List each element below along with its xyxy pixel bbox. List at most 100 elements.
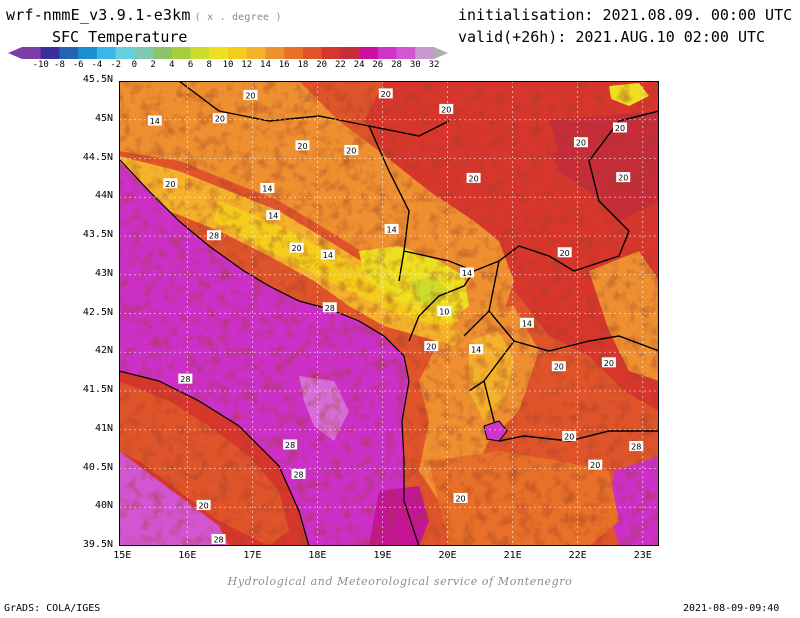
contour-label: 20 bbox=[196, 499, 211, 510]
colorbar-segment bbox=[153, 47, 173, 59]
colorbar-segment bbox=[115, 47, 135, 59]
contour-label: 20 bbox=[163, 178, 178, 189]
contour-label: 14 bbox=[519, 317, 534, 328]
svg-text:10: 10 bbox=[439, 308, 449, 317]
latitude-label: 42N bbox=[94, 345, 113, 357]
contour-label: 14 bbox=[460, 267, 475, 278]
svg-text:20: 20 bbox=[165, 180, 175, 189]
latitude-label: 40.5N bbox=[82, 461, 113, 473]
longitude-label: 22E bbox=[568, 550, 587, 561]
lake bbox=[483, 420, 508, 442]
contour-label: 20 bbox=[344, 144, 359, 155]
contour-label: 20 bbox=[573, 137, 588, 148]
colorbar-segment bbox=[59, 47, 79, 59]
model-name: wrf-nmmE_v3.9.1-e3km bbox=[6, 6, 191, 24]
credit-text: Hydrological and Meteorological service … bbox=[227, 575, 573, 588]
color-scale-bar bbox=[8, 47, 448, 59]
colorbar-tick-label: 16 bbox=[278, 60, 290, 70]
colorbar-segment bbox=[359, 47, 379, 59]
colorbar-tick-label: 24 bbox=[353, 60, 365, 70]
svg-text:28: 28 bbox=[631, 443, 641, 452]
contour-label: 20 bbox=[453, 492, 468, 503]
contour-label: 20 bbox=[557, 247, 572, 258]
latitude-label: 43.5N bbox=[82, 229, 113, 240]
svg-text:20: 20 bbox=[381, 90, 391, 99]
latitude-label: 43N bbox=[94, 267, 113, 279]
longitude-label: 19E bbox=[373, 550, 392, 561]
contour-label: 20 bbox=[295, 140, 310, 151]
latitude-label: 41.5N bbox=[82, 384, 113, 395]
colorbar-segment bbox=[302, 47, 323, 59]
contour-label: 10 bbox=[437, 306, 452, 317]
latitude-label: 44N bbox=[94, 190, 113, 202]
contour-label: 14 bbox=[266, 210, 281, 221]
svg-text:14: 14 bbox=[262, 184, 272, 193]
colorbar-segment bbox=[246, 47, 266, 59]
colorbar-segment bbox=[284, 47, 304, 59]
colorbar-tick-label: -8 bbox=[54, 60, 65, 70]
contour-label: 20 bbox=[439, 103, 454, 114]
contour-label: 20 bbox=[466, 172, 481, 183]
colorbar-tick-label: 28 bbox=[391, 60, 402, 70]
country-borders bbox=[178, 81, 659, 442]
latitude-label: 45N bbox=[94, 112, 113, 124]
colorbar-tick-label: 20 bbox=[316, 60, 328, 70]
contour-label: 14 bbox=[469, 344, 484, 355]
svg-text:20: 20 bbox=[346, 146, 356, 155]
colorbar-segment bbox=[171, 47, 192, 59]
longitude-label: 17E bbox=[243, 550, 262, 561]
svg-text:20: 20 bbox=[560, 249, 570, 258]
contour-label: 14 bbox=[147, 115, 162, 126]
svg-text:20: 20 bbox=[297, 142, 307, 151]
colorbar-segment bbox=[228, 47, 248, 59]
contour-label: 28 bbox=[322, 302, 337, 313]
colorbar-tick-label: -6 bbox=[72, 60, 84, 70]
colorbar-tick-label: 22 bbox=[334, 60, 346, 70]
contour-label: 28 bbox=[291, 468, 306, 479]
colorbar-segment bbox=[40, 47, 60, 59]
colorbar-segment bbox=[265, 47, 285, 59]
svg-text:28: 28 bbox=[213, 536, 223, 545]
colorbar-segment bbox=[209, 47, 229, 59]
svg-text:14: 14 bbox=[462, 269, 472, 278]
contour-label: 20 bbox=[424, 341, 439, 352]
contour-label: 28 bbox=[206, 230, 221, 241]
svg-text:14: 14 bbox=[471, 346, 481, 355]
svg-text:20: 20 bbox=[426, 343, 436, 352]
longitude-label: 18E bbox=[308, 550, 327, 561]
colorbar-tick-label: 14 bbox=[260, 60, 271, 70]
svg-text:20: 20 bbox=[455, 494, 465, 503]
latitude-label: 44.5N bbox=[82, 151, 113, 163]
svg-text:20: 20 bbox=[198, 501, 208, 510]
colorbar-max-arrow bbox=[434, 47, 448, 59]
colorbar-tick-label: 4 bbox=[169, 60, 175, 70]
colorbar-segment bbox=[190, 47, 210, 59]
longitude-label: 15E bbox=[113, 550, 132, 561]
svg-text:20: 20 bbox=[441, 105, 451, 114]
colorbar-tick-label: 32 bbox=[428, 60, 440, 70]
contour-label: 28 bbox=[283, 439, 298, 450]
contour-label: 14 bbox=[384, 224, 399, 235]
colorbar-tick-label: 12 bbox=[241, 60, 253, 70]
valid-time: valid(+26h): 2021.AUG.10 02:00 UTC bbox=[458, 28, 766, 46]
latitude-label: 45.5N bbox=[82, 74, 113, 85]
colorbar-tick-label: 18 bbox=[297, 60, 309, 70]
initialisation-time: initialisation: 2021.08.09. 00:00 UTC bbox=[458, 6, 793, 24]
italy-coastline bbox=[119, 370, 310, 546]
contour-label: 20 bbox=[212, 113, 227, 124]
map-frame bbox=[119, 81, 659, 546]
latitude-label: 39.5N bbox=[82, 539, 113, 550]
render-timestamp: 2021-08-09-09:40 bbox=[683, 603, 780, 614]
colorbar-tick-label: 26 bbox=[372, 60, 384, 70]
svg-text:20: 20 bbox=[292, 244, 302, 253]
colorbar-segment bbox=[321, 47, 341, 59]
svg-text:14: 14 bbox=[323, 251, 333, 260]
colorbar-tick-label: -4 bbox=[91, 60, 103, 70]
colorbar-min-arrow bbox=[8, 47, 22, 59]
units-note: ( x . degree ) bbox=[194, 12, 282, 23]
latitude-label: 41N bbox=[94, 422, 113, 434]
latitude-label: 42.5N bbox=[82, 306, 113, 318]
svg-text:20: 20 bbox=[245, 91, 255, 100]
svg-text:14: 14 bbox=[522, 319, 532, 328]
colorbar-segment bbox=[134, 47, 154, 59]
